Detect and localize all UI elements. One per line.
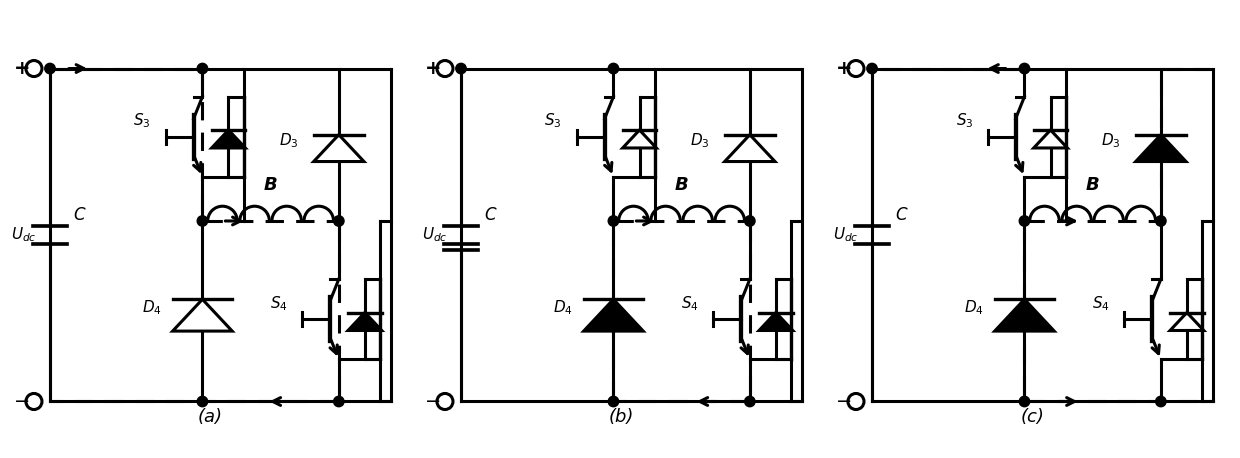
Text: −: − <box>836 392 852 411</box>
Circle shape <box>609 216 619 226</box>
Text: $U_{dc}$: $U_{dc}$ <box>11 226 37 245</box>
Text: $C$: $C$ <box>895 206 909 224</box>
Text: $S_4$: $S_4$ <box>681 294 698 312</box>
Text: $S_3$: $S_3$ <box>544 111 562 130</box>
Text: $D_3$: $D_3$ <box>691 131 709 150</box>
Text: +: + <box>14 59 30 78</box>
Circle shape <box>744 216 755 226</box>
Text: $C$: $C$ <box>485 206 498 224</box>
Circle shape <box>609 63 619 74</box>
Circle shape <box>867 63 877 74</box>
Polygon shape <box>1136 135 1185 162</box>
Circle shape <box>1156 396 1166 407</box>
Text: $D_3$: $D_3$ <box>279 131 299 150</box>
Circle shape <box>456 63 466 74</box>
Text: $\boldsymbol{B}$: $\boldsymbol{B}$ <box>263 176 278 194</box>
Text: $U_{dc}$: $U_{dc}$ <box>833 226 859 245</box>
Polygon shape <box>348 312 382 331</box>
Text: $\boldsymbol{B}$: $\boldsymbol{B}$ <box>675 176 689 194</box>
Text: $S_4$: $S_4$ <box>1091 294 1110 312</box>
Circle shape <box>1019 216 1029 226</box>
Polygon shape <box>584 300 644 331</box>
Circle shape <box>45 63 56 74</box>
Polygon shape <box>994 300 1054 331</box>
Text: $S_3$: $S_3$ <box>134 111 151 130</box>
Text: $D_3$: $D_3$ <box>1101 131 1121 150</box>
Text: $D_4$: $D_4$ <box>965 298 985 316</box>
Polygon shape <box>212 130 246 148</box>
Text: (b): (b) <box>609 408 634 425</box>
Text: $D_4$: $D_4$ <box>553 298 573 316</box>
Circle shape <box>197 63 207 74</box>
Circle shape <box>1019 63 1029 74</box>
Circle shape <box>609 396 619 407</box>
Circle shape <box>334 396 343 407</box>
Text: +: + <box>424 59 441 78</box>
Text: $D_4$: $D_4$ <box>143 298 162 316</box>
Circle shape <box>197 216 207 226</box>
Text: $S_4$: $S_4$ <box>270 294 288 312</box>
Text: $S_3$: $S_3$ <box>956 111 973 130</box>
Text: −: − <box>425 392 441 411</box>
Text: −: − <box>14 392 30 411</box>
Text: $C$: $C$ <box>73 206 87 224</box>
Text: (c): (c) <box>1021 408 1044 425</box>
Text: $U_{dc}$: $U_{dc}$ <box>422 226 448 245</box>
Polygon shape <box>759 312 792 331</box>
Text: (a): (a) <box>198 408 223 425</box>
Circle shape <box>1156 216 1166 226</box>
Text: +: + <box>836 59 852 78</box>
Text: $\boldsymbol{B}$: $\boldsymbol{B}$ <box>1085 176 1100 194</box>
Circle shape <box>334 216 343 226</box>
Circle shape <box>744 396 755 407</box>
Circle shape <box>197 396 207 407</box>
Circle shape <box>1019 396 1029 407</box>
